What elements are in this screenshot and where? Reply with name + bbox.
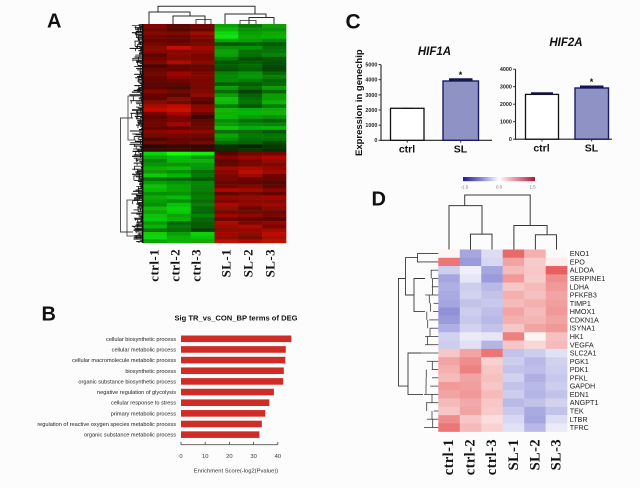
svg-text:organic substance metabolic pr: organic substance metabolic process (84, 433, 176, 439)
svg-text:ctrl-1: ctrl-1 (441, 439, 457, 475)
svg-text:HIF2A: HIF2A (549, 37, 582, 49)
svg-text:4000: 4000 (500, 67, 512, 73)
svg-text:ctrl: ctrl (533, 143, 549, 155)
svg-text:EDN1: EDN1 (570, 390, 589, 399)
svg-text:D: D (372, 189, 386, 211)
svg-text:*: * (459, 70, 463, 80)
svg-text:TFRC: TFRC (570, 423, 589, 432)
svg-text:5000: 5000 (365, 63, 377, 69)
svg-text:Expression in genechip: Expression in genechip (354, 49, 365, 156)
svg-text:*: * (590, 77, 594, 87)
svg-text:2000: 2000 (500, 102, 512, 108)
svg-text:PFKFB3: PFKFB3 (570, 291, 597, 300)
svg-text:SL-1: SL-1 (506, 439, 522, 470)
svg-text:Enrichment Score(-log2(Pvalue): Enrichment Score(-log2(Pvalue)) (194, 469, 278, 475)
svg-text:SERPINE1: SERPINE1 (570, 274, 606, 283)
svg-text:organic substance biosynthetic: organic substance biosynthetic process (78, 379, 176, 385)
svg-text:SL-2: SL-2 (241, 249, 256, 277)
svg-text:ANGPT1: ANGPT1 (570, 398, 599, 407)
svg-text:30: 30 (250, 454, 256, 460)
svg-text:HIF1A: HIF1A (418, 46, 451, 58)
svg-text:cellular response to stress: cellular response to stress (111, 401, 176, 407)
svg-text:3000: 3000 (365, 93, 377, 99)
svg-text:GAPDH: GAPDH (570, 382, 596, 391)
svg-text:1.5: 1.5 (529, 185, 536, 190)
svg-text:A: A (47, 11, 61, 33)
svg-text:ctrl-3: ctrl-3 (189, 249, 204, 282)
svg-text:EPO: EPO (570, 257, 586, 266)
svg-text:ALDOA: ALDOA (570, 266, 595, 275)
svg-text:0: 0 (179, 454, 182, 460)
svg-text:primary metabolic process: primary metabolic process (111, 411, 176, 417)
svg-text:negative regulation of glycoly: negative regulation of glycolysis (97, 390, 176, 396)
svg-text:PGK1: PGK1 (570, 357, 589, 366)
svg-text:ctrl-3: ctrl-3 (484, 439, 500, 475)
svg-text:TIMP1: TIMP1 (570, 299, 591, 308)
svg-text:B: B (42, 304, 56, 326)
svg-text:10: 10 (202, 454, 208, 460)
svg-text:SL: SL (585, 143, 599, 155)
svg-text:ENO1: ENO1 (570, 249, 590, 258)
svg-text:cellular macromolecule metabol: cellular macromolecule metabolic process (72, 358, 176, 364)
svg-text:ctrl: ctrl (399, 144, 415, 156)
svg-text:SL-2: SL-2 (527, 439, 543, 470)
svg-text:VEGFA: VEGFA (570, 340, 594, 349)
svg-text:cellular biosynthetic process: cellular biosynthetic process (106, 337, 176, 343)
svg-text:SL-3: SL-3 (549, 439, 565, 470)
svg-text:20: 20 (226, 454, 232, 460)
svg-text:PDK1: PDK1 (570, 365, 589, 374)
svg-text:SL-3: SL-3 (263, 249, 278, 277)
svg-text:SL: SL (454, 144, 468, 156)
svg-text:biosynthetic process: biosynthetic process (125, 369, 176, 375)
svg-text:1000: 1000 (365, 123, 377, 129)
svg-text:LTBR: LTBR (570, 415, 588, 424)
svg-text:SL-1: SL-1 (219, 249, 234, 277)
svg-text:Sig TR_vs_CON_BP terms of DE: Sig TR_vs_CON_BP terms of DEG (174, 314, 297, 323)
svg-text:ctrl-2: ctrl-2 (168, 249, 183, 282)
svg-text:C: C (346, 11, 361, 34)
svg-text:ctrl-2: ctrl-2 (463, 439, 479, 475)
svg-text:0.0: 0.0 (496, 185, 503, 190)
svg-text:CDKN1A: CDKN1A (570, 315, 599, 324)
svg-text:2000: 2000 (365, 108, 377, 114)
svg-text:0: 0 (509, 137, 512, 143)
svg-text:-1.5: -1.5 (461, 185, 469, 190)
svg-text:regulation of reactive oxygen: regulation of reactive oxygen species me… (37, 422, 176, 428)
svg-text:3000: 3000 (500, 85, 512, 91)
svg-text:cellular metabolic process: cellular metabolic process (112, 347, 177, 353)
svg-text:ISYNA1: ISYNA1 (570, 324, 596, 333)
svg-text:PFKL: PFKL (570, 373, 588, 382)
svg-text:40: 40 (275, 454, 281, 460)
svg-text:HMOX1: HMOX1 (570, 307, 596, 316)
svg-text:LDHA: LDHA (570, 282, 589, 291)
svg-text:SLC2A1: SLC2A1 (570, 349, 597, 358)
svg-text:4000: 4000 (365, 78, 377, 84)
svg-text:TEK: TEK (570, 407, 584, 416)
svg-text:ctrl-1: ctrl-1 (147, 249, 162, 282)
svg-text:1000: 1000 (500, 120, 512, 126)
svg-text:HK1: HK1 (570, 332, 584, 341)
svg-text:0: 0 (374, 138, 377, 144)
